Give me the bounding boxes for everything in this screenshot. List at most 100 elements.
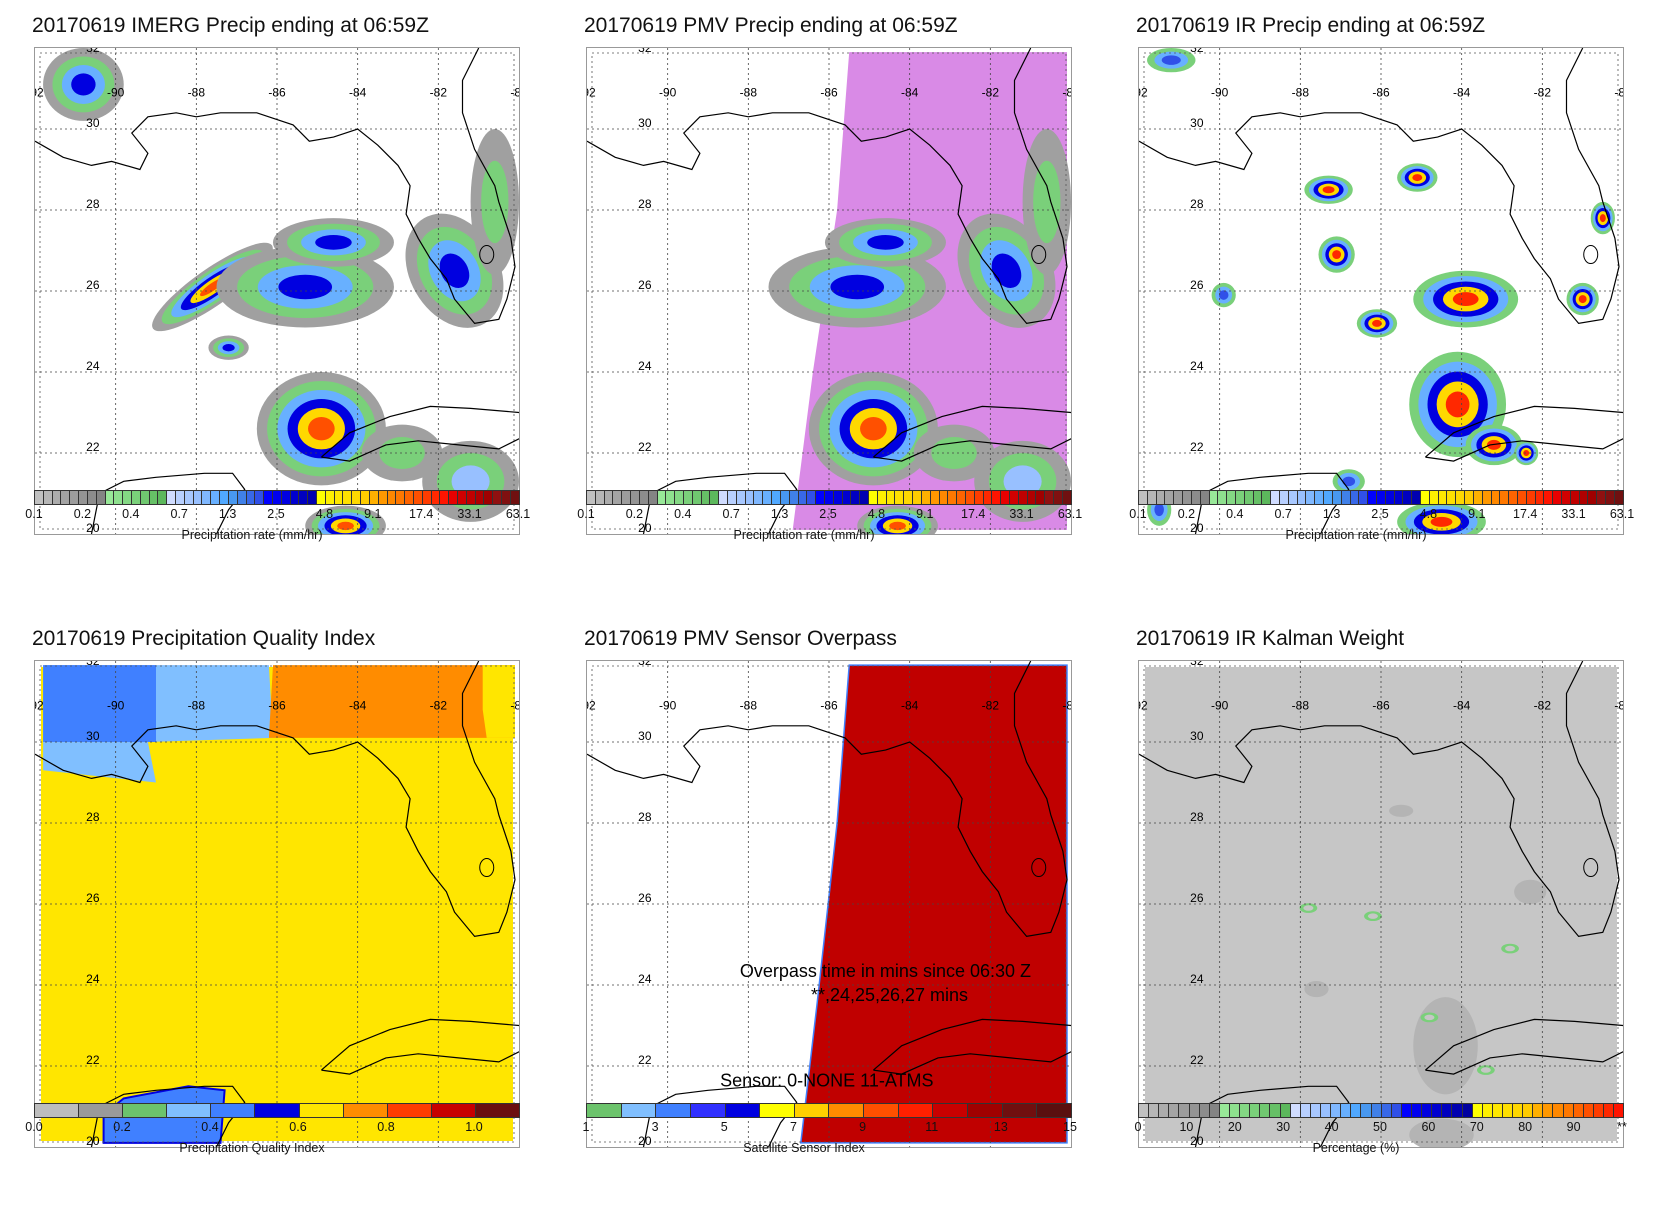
colorbar-swatch [1482, 491, 1492, 504]
colorbar-label: Satellite Sensor Index [743, 1141, 865, 1155]
colorbar-swatch [1139, 1104, 1150, 1117]
precip-cell [1218, 290, 1229, 300]
colorbar-swatch [61, 491, 71, 504]
map-plot: -92 -90 -88 -86 -84 -82 -80 32 30 28 26 24 22 20 Overp… [586, 660, 1072, 1148]
colorbar-swatch [1535, 491, 1545, 504]
colorbar-swatch [864, 1104, 899, 1117]
lon-label: -82 [982, 699, 1000, 713]
colorbar-swatch [1368, 491, 1377, 504]
lat-label: 32 [86, 48, 100, 55]
precip-cell [1505, 945, 1516, 952]
map-plot: -92 -90 -88 -86 -84 -82 -80 32 30 28 26 24 22 20 [586, 47, 1072, 535]
colorbar-swatch [824, 491, 834, 504]
colorbar-swatch [255, 1104, 300, 1117]
colorbar-swatch [1209, 491, 1219, 504]
colorbar-swatch [184, 491, 194, 504]
colorbar-tick-label: 0.1 [1129, 507, 1147, 521]
lon-label: -92 [587, 86, 596, 100]
panel-sensor: 20170619 PMV Sensor Overpass -92 -90 -88 -8… [583, 613, 1124, 1213]
lat-label: 20 [1190, 1134, 1204, 1147]
colorbar-tick-label: 0.7 [170, 507, 188, 521]
colorbar-swatch [1332, 491, 1342, 504]
colorbar-swatch [939, 491, 949, 504]
colorbar-swatch [1315, 491, 1325, 504]
panel-title: 20170619 IR Precip ending at 06:59Z [1136, 14, 1486, 37]
colorbar-swatch [1462, 1104, 1473, 1117]
lon-label: -90 [1211, 86, 1229, 100]
colorbar-swatch [1350, 491, 1360, 504]
colorbar [1138, 490, 1624, 505]
colorbar-tick-label: 9 [859, 1120, 867, 1134]
precip-cell [1452, 292, 1479, 307]
lake-okeechobee [479, 245, 495, 265]
colorbar-swatch [1421, 491, 1430, 504]
panel-kalman: 20170619 IR Kalman Weight -92 -90 -88 -86 -8… [1135, 613, 1653, 1213]
lon-label: -90 [659, 699, 677, 713]
lon-label: -82 [430, 86, 448, 100]
lat-label: 30 [638, 116, 652, 130]
data-field [768, 52, 1071, 534]
colorbar-ticks: 0.1 0.2 0.4 0.7 1.3 2.5 4.8 9.1 17.4 33.1 63.1 [577, 507, 1082, 523]
colorbar-swatch [1523, 1104, 1534, 1117]
colorbar-swatch [904, 491, 914, 504]
lat-label: 22 [86, 1053, 100, 1067]
colorbar-swatch [656, 1104, 691, 1117]
colorbar-swatch [211, 491, 221, 504]
data-field [41, 665, 515, 1144]
colorbar-swatch [1465, 491, 1474, 504]
colorbar-swatch [1218, 491, 1228, 504]
colorbar-swatch [43, 491, 53, 504]
precip-cell [867, 235, 904, 250]
colorbar-swatch [772, 491, 781, 504]
colorbar-swatch [1235, 491, 1245, 504]
colorbar-swatch [1139, 491, 1148, 504]
colorbar-swatch [1227, 491, 1236, 504]
lon-label: -82 [1534, 86, 1552, 100]
precip-cell [308, 417, 335, 441]
lon-label: -86 [268, 699, 286, 713]
colorbar-tick-label: 2.5 [267, 507, 285, 521]
coastline-us [587, 48, 1068, 325]
coastline-cuba [321, 405, 519, 462]
colorbar-swatch [666, 491, 676, 504]
lat-label: 32 [1190, 661, 1204, 668]
colorbar-swatch [502, 491, 511, 504]
coastline-cuba [321, 1018, 519, 1075]
colorbar-swatch [440, 491, 450, 504]
colorbar-swatch [1452, 1104, 1463, 1117]
colorbar-swatch [1001, 491, 1010, 504]
lat-label: 26 [86, 278, 100, 292]
colorbar-swatch [1482, 1104, 1493, 1117]
lon-label: -84 [1453, 86, 1471, 100]
lon-label: -88 [740, 86, 758, 100]
colorbar-swatch [202, 491, 212, 504]
colorbar-tick-label: 40 [1324, 1120, 1339, 1134]
colorbar-tick-label: 0.6 [289, 1120, 307, 1134]
colorbar-swatch [1189, 1104, 1200, 1117]
precip-cell [337, 521, 354, 531]
colorbar-swatch [1271, 491, 1280, 504]
colorbar-swatch [1438, 491, 1448, 504]
colorbar-swatch [413, 491, 423, 504]
colorbar-swatch [343, 1104, 388, 1117]
colorbar-swatch [1280, 1104, 1291, 1117]
precip-cell [1154, 503, 1164, 517]
colorbar-swatch [1502, 1104, 1514, 1117]
colorbar-swatch [1371, 1104, 1382, 1117]
lon-label: -88 [188, 699, 206, 713]
colorbar-swatch [1394, 491, 1404, 504]
colorbar-swatch [1579, 491, 1589, 504]
precip-cell [1332, 250, 1342, 260]
panel-title: 20170619 PMV Sensor Overpass [584, 627, 897, 650]
colorbar-swatch [1240, 1104, 1251, 1117]
data-field [1147, 48, 1615, 534]
colorbar-swatch [1062, 491, 1071, 504]
colorbar-ticks: 0.0 0.2 0.4 0.6 0.8 1.0 [25, 1120, 518, 1136]
colorbar-swatch [816, 491, 825, 504]
colorbar-swatch [807, 491, 817, 504]
colorbar-swatch [1306, 491, 1316, 504]
colorbar-swatch [1300, 1104, 1311, 1117]
precip-cell [481, 160, 509, 244]
precip-cell [1342, 476, 1356, 487]
colorbar-swatch [1544, 491, 1554, 504]
